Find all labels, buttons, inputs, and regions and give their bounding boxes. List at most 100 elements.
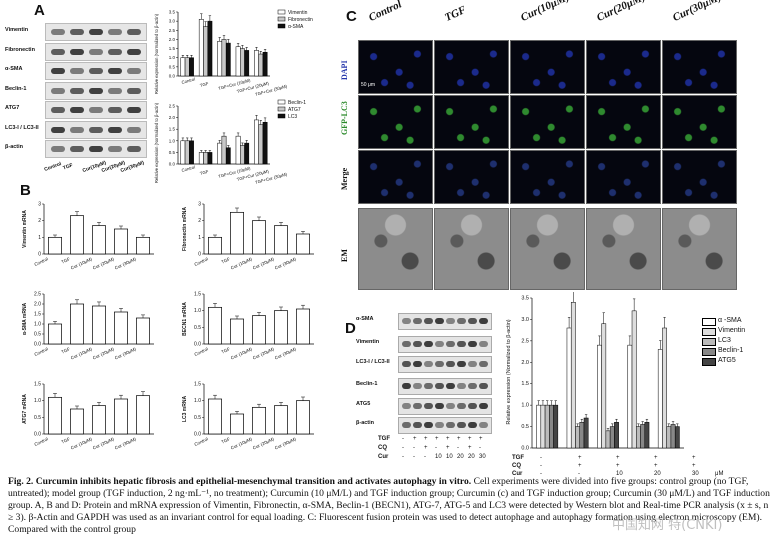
- caption-title: Fig. 2. Curcumin inhibits hepatic fibros…: [8, 476, 472, 487]
- figure-caption: Fig. 2. Curcumin inhibits hepatic fibros…: [8, 476, 770, 536]
- y-tick-label: 3: [198, 202, 201, 208]
- bar: [70, 215, 84, 255]
- treatment-value: -: [435, 445, 437, 451]
- x-row-value: -: [578, 471, 580, 477]
- blot-row: Fibronectin: [5, 42, 148, 62]
- treatment-value: 10: [435, 454, 442, 460]
- blot-band: [51, 146, 65, 152]
- y-tick-label: 0.0: [194, 432, 201, 438]
- blot-band: [457, 422, 466, 428]
- y-tick-label: 1.5: [194, 382, 201, 388]
- blot-band: [89, 68, 103, 74]
- bar: [540, 404, 546, 449]
- treatment-value: +: [446, 445, 450, 451]
- blot-band: [424, 403, 433, 409]
- legend-swatch: [277, 99, 286, 105]
- y-tick-label: 3.5: [169, 10, 176, 15]
- legend-label: Vimentin: [288, 10, 308, 16]
- x-tick-label: TGF: [61, 436, 71, 444]
- bar: [296, 233, 310, 255]
- x-tick-label: Cur (30μM): [274, 256, 297, 270]
- panel-b-label: B: [20, 182, 31, 199]
- bar: [549, 404, 554, 449]
- blot-label: ATG7: [5, 105, 20, 111]
- blot-row: ATG7: [5, 100, 148, 120]
- y-axis-label: BECN1 mRNA: [182, 302, 188, 336]
- micrograph-tile: [662, 40, 737, 94]
- blot-label: ATG5: [356, 401, 371, 407]
- legend-swatch: [277, 113, 286, 119]
- treatment-value: -: [402, 454, 404, 460]
- x-tick-label: Cur (10μM): [230, 436, 253, 450]
- bar: [221, 39, 227, 77]
- panel-d-expression-chart: 0.0 0.5 1.0 1.5 2.0 2.5 3.0 3.5 Relative express…: [506, 292, 684, 452]
- row-label: DAPI: [340, 60, 349, 80]
- y-tick-label: 0.5: [34, 332, 41, 338]
- blot-band: [51, 126, 65, 133]
- legend-label: ATG7: [288, 107, 301, 113]
- micrograph-tile: [586, 95, 661, 149]
- bar: [114, 398, 128, 435]
- scale-bar-label: 50 μm: [361, 82, 375, 88]
- micrograph-tile: [434, 40, 509, 94]
- bar: [198, 152, 204, 165]
- bar: [48, 323, 62, 345]
- bar: [631, 310, 637, 449]
- blot-band: [468, 403, 477, 409]
- bar: [48, 236, 62, 255]
- x-row-name: TGF: [512, 455, 524, 461]
- blot-band: [402, 422, 411, 428]
- y-tick-label: 1.0: [169, 55, 176, 60]
- treatment-value: +: [435, 436, 439, 442]
- bar: [566, 327, 572, 449]
- bar: [208, 398, 222, 435]
- treatment-value: +: [468, 445, 472, 451]
- blot-band: [127, 29, 141, 35]
- treatment-value: 10: [446, 454, 453, 460]
- blot-band: [446, 318, 455, 324]
- bar: [180, 57, 186, 77]
- x-tick-label: Cur (30μM): [114, 346, 137, 360]
- blot-band: [108, 48, 122, 55]
- y-tick-label: 0.0: [169, 162, 176, 167]
- blot-band: [446, 361, 455, 367]
- y-tick-label: 1.5: [521, 381, 529, 387]
- treatment-value: 20: [468, 454, 475, 460]
- blot-band: [468, 383, 477, 389]
- micrograph-tile: [510, 40, 585, 94]
- treatment-value: -: [457, 445, 459, 451]
- bar: [536, 404, 542, 449]
- x-row-value: +: [654, 455, 658, 461]
- y-axis-label: α-SMA mRNA: [22, 302, 28, 335]
- y-tick-label: 1.0: [34, 398, 41, 404]
- y-tick-label: 0: [38, 252, 41, 258]
- x-tick-label: Control: [181, 165, 196, 173]
- blot-band: [424, 361, 433, 367]
- blot-band: [446, 341, 455, 347]
- y-tick-label: 2.0: [169, 115, 176, 120]
- blot-band: [446, 383, 455, 389]
- blot-strip: [398, 336, 492, 353]
- bar: [136, 236, 150, 255]
- mrna-chart: 0 1 2 3 Control TGF Cur (10μM) Cur (20μM) Cur (3…: [22, 202, 154, 271]
- blot-band: [108, 87, 122, 94]
- blot-band: [89, 146, 103, 152]
- x-tick-label: Cur (20μM): [252, 256, 275, 270]
- blot-band: [127, 107, 141, 113]
- blot-strip: [45, 42, 147, 61]
- bar: [225, 147, 231, 165]
- micrograph-tile: [662, 150, 737, 204]
- y-tick-label: 0: [198, 252, 201, 258]
- treatment-name: CQ: [378, 445, 387, 451]
- x-tick-label: TGF: [61, 346, 71, 354]
- treatment-value: +: [424, 436, 428, 442]
- treatment-value: -: [402, 436, 404, 442]
- blot-band: [127, 68, 141, 74]
- bar: [636, 426, 641, 449]
- x-tick-label: Control: [34, 346, 49, 357]
- blot-band: [413, 341, 422, 347]
- bar: [553, 404, 559, 449]
- bar: [225, 42, 231, 77]
- blot-strip: [398, 378, 492, 395]
